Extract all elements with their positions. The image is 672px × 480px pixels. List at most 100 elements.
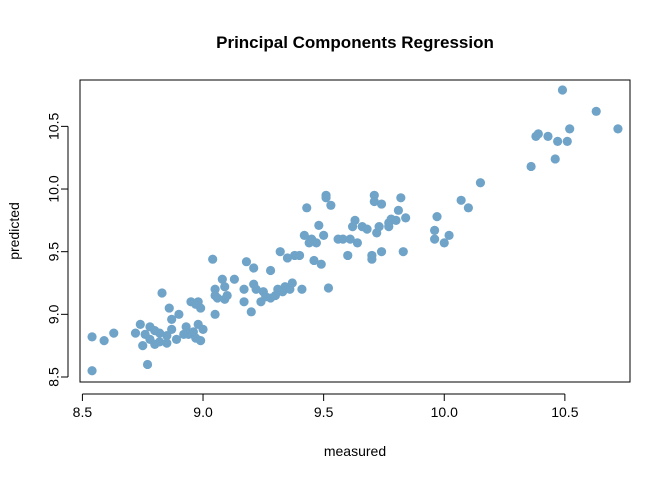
data-point [367, 254, 377, 264]
data-point [311, 238, 321, 248]
data-point [138, 341, 148, 351]
data-point [343, 250, 353, 261]
data-point [345, 234, 355, 244]
data-point [212, 293, 223, 303]
data-point [432, 211, 442, 222]
data-point [167, 324, 177, 334]
data-point [297, 284, 307, 294]
data-point [444, 230, 454, 240]
data-point [220, 282, 230, 292]
data-point [142, 359, 153, 370]
data-point [171, 334, 182, 344]
data-point [591, 106, 601, 116]
data-point [196, 303, 206, 313]
data-point [323, 283, 334, 293]
data-point [239, 284, 249, 294]
data-point [350, 215, 360, 225]
data-point [550, 154, 560, 164]
data-point [87, 332, 97, 342]
plot-frame [79, 79, 631, 383]
data-point [109, 328, 119, 338]
data-point [164, 303, 174, 313]
data-point [239, 297, 249, 307]
data-point [246, 307, 256, 317]
data-point [99, 336, 109, 346]
x-tick-label: 8.5 [73, 404, 93, 420]
data-point [181, 322, 191, 332]
y-tick-label: 9.0 [46, 304, 62, 324]
data-point [167, 314, 177, 324]
data-point [316, 259, 326, 269]
data-point [319, 230, 329, 240]
x-axis-label: measured [324, 443, 386, 459]
data-point [251, 284, 261, 294]
data-point [398, 247, 408, 257]
data-point [533, 129, 543, 139]
x-tick-label: 10.5 [551, 404, 578, 420]
data-point [155, 337, 165, 347]
data-point [475, 178, 486, 188]
data-point [130, 328, 141, 338]
chart-title: Principal Components Regression [216, 33, 494, 52]
data-point [309, 255, 319, 266]
data-point [229, 274, 239, 284]
data-point [463, 203, 473, 213]
data-point [401, 213, 411, 223]
y-axis-label: predicted [6, 202, 22, 260]
data-point [456, 195, 466, 205]
data-point [174, 309, 184, 319]
y-axis: 8.5 9.0 9.5 10.0 10.5 [46, 113, 69, 387]
y-tick-label: 10.5 [46, 113, 62, 140]
data-point [265, 265, 276, 276]
data-point [249, 263, 259, 273]
x-tick-label: 10.0 [431, 404, 458, 420]
data-point [562, 136, 572, 146]
data-point [352, 238, 363, 248]
data-point [384, 222, 394, 232]
data-point [376, 247, 387, 257]
data-point [613, 124, 623, 134]
data-point [162, 331, 172, 341]
data-point [162, 338, 172, 348]
data-point [374, 222, 384, 232]
data-point [157, 288, 167, 298]
data-point [299, 230, 309, 240]
data-point [282, 253, 293, 263]
data-point [396, 193, 406, 203]
data-point [326, 200, 336, 210]
y-tick-label: 8.5 [46, 367, 62, 387]
y-tick-label: 10.0 [46, 175, 62, 202]
data-point [208, 254, 218, 264]
data-point [321, 193, 331, 203]
data-point [275, 247, 285, 257]
data-point [198, 324, 208, 334]
x-tick-label: 9.5 [314, 404, 334, 420]
data-point [526, 161, 536, 172]
x-axis: 8.5 9.0 9.5 10.0 10.5 [73, 393, 579, 420]
data-point [557, 85, 568, 95]
data-point [430, 234, 440, 244]
data-point [369, 196, 379, 207]
data-point [314, 220, 324, 230]
data-point [196, 336, 206, 346]
data-point [565, 124, 575, 134]
data-point [338, 234, 348, 244]
data-point [241, 257, 252, 267]
data-point [553, 136, 563, 146]
data-point [287, 278, 297, 288]
data-point [543, 131, 553, 141]
data-point [155, 328, 165, 338]
y-tick-label: 9.5 [46, 242, 62, 262]
data-point [439, 238, 449, 248]
data-point [376, 199, 387, 209]
x-tick-label: 9.0 [193, 404, 213, 420]
data-point [217, 274, 227, 284]
data-point [135, 319, 145, 329]
data-point [222, 290, 232, 301]
data-point [391, 215, 401, 225]
data-point [393, 205, 404, 215]
data-point [87, 366, 97, 376]
data-point [294, 250, 305, 261]
data-point [362, 224, 372, 234]
